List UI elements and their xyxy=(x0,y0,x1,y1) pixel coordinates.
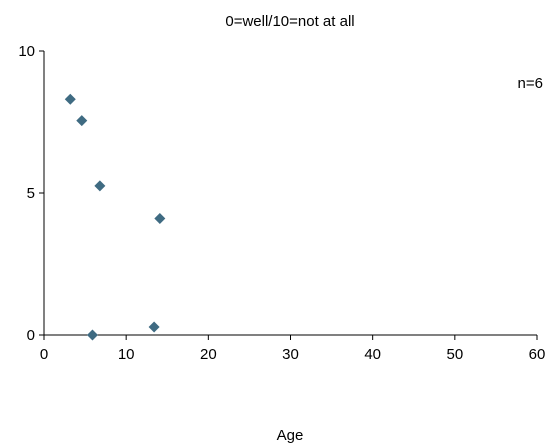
chart-title: 0=well/10=not at all xyxy=(225,13,354,30)
x-tick-label: 20 xyxy=(200,346,217,363)
x-tick-label: 60 xyxy=(529,346,546,363)
data-point xyxy=(86,329,98,341)
x-axis-ticks: 0 10 20 30 40 50 60 xyxy=(40,335,546,363)
x-axis-label: Age xyxy=(277,427,304,444)
annotation-n: n=6 xyxy=(518,75,543,92)
y-tick-label: 10 xyxy=(18,43,35,60)
x-tick-label: 0 xyxy=(40,346,48,363)
y-axis-ticks: 0 5 10 xyxy=(18,43,44,344)
x-tick-label: 30 xyxy=(282,346,299,363)
data-point xyxy=(154,213,166,225)
x-tick-label: 10 xyxy=(118,346,135,363)
data-point xyxy=(64,93,76,105)
y-tick-label: 5 xyxy=(27,185,35,202)
x-tick-label: 40 xyxy=(364,346,381,363)
data-point xyxy=(76,115,88,127)
data-points xyxy=(64,93,166,341)
data-point xyxy=(94,180,106,192)
axes xyxy=(43,51,537,336)
x-tick-label: 50 xyxy=(446,346,463,363)
y-tick-label: 0 xyxy=(27,327,35,344)
data-point xyxy=(148,321,160,333)
